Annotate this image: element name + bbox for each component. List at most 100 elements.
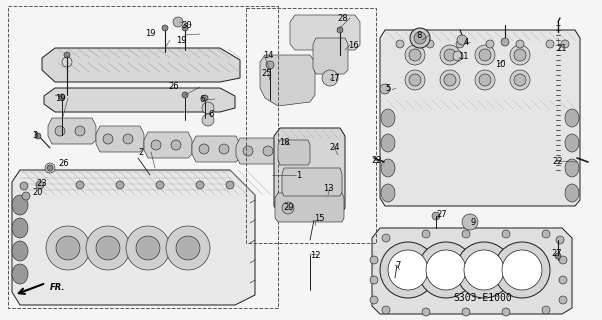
Bar: [246, 8, 376, 243]
Circle shape: [388, 250, 428, 290]
Circle shape: [55, 126, 65, 136]
Circle shape: [173, 17, 183, 27]
Circle shape: [162, 25, 168, 31]
Circle shape: [418, 242, 474, 298]
Circle shape: [322, 70, 338, 86]
Text: 1: 1: [296, 171, 301, 180]
Circle shape: [59, 94, 65, 100]
Circle shape: [166, 226, 210, 270]
Polygon shape: [290, 15, 360, 50]
Text: 26: 26: [168, 82, 179, 91]
Polygon shape: [42, 48, 240, 82]
Circle shape: [426, 250, 466, 290]
Circle shape: [561, 40, 569, 48]
Circle shape: [123, 134, 133, 144]
Ellipse shape: [381, 184, 395, 202]
Circle shape: [542, 230, 550, 238]
Circle shape: [182, 92, 188, 98]
Ellipse shape: [12, 195, 28, 215]
Ellipse shape: [12, 241, 28, 261]
Text: FR.: FR.: [50, 284, 66, 292]
Circle shape: [46, 226, 90, 270]
Circle shape: [199, 144, 209, 154]
Circle shape: [45, 163, 55, 173]
Text: 15: 15: [314, 213, 324, 222]
Text: 25: 25: [261, 68, 272, 77]
Text: 7: 7: [395, 260, 400, 269]
Text: 16: 16: [348, 41, 359, 50]
Circle shape: [380, 84, 390, 94]
Polygon shape: [96, 126, 144, 152]
Polygon shape: [260, 55, 315, 106]
Polygon shape: [48, 118, 96, 144]
Polygon shape: [278, 140, 310, 165]
Circle shape: [35, 133, 41, 139]
Circle shape: [151, 140, 161, 150]
Circle shape: [479, 74, 491, 86]
Circle shape: [56, 236, 80, 260]
Text: 12: 12: [310, 251, 320, 260]
Text: 14: 14: [263, 51, 273, 60]
Circle shape: [226, 181, 234, 189]
Text: 27: 27: [551, 250, 562, 259]
Polygon shape: [144, 132, 192, 158]
Circle shape: [514, 49, 526, 61]
Circle shape: [176, 236, 200, 260]
Text: 22: 22: [552, 156, 562, 165]
Circle shape: [453, 51, 463, 61]
Polygon shape: [372, 228, 572, 314]
Circle shape: [410, 28, 430, 48]
Circle shape: [380, 242, 436, 298]
Text: 4: 4: [464, 37, 469, 46]
Bar: [8, 6, 278, 308]
Polygon shape: [274, 128, 345, 214]
Text: 17: 17: [329, 74, 340, 83]
Text: 30: 30: [181, 20, 191, 29]
Circle shape: [282, 202, 294, 214]
Circle shape: [337, 27, 343, 33]
Circle shape: [501, 38, 509, 46]
Circle shape: [36, 181, 44, 189]
Text: 6: 6: [208, 109, 213, 118]
Polygon shape: [12, 170, 255, 305]
Text: 3: 3: [32, 131, 37, 140]
Text: 28: 28: [337, 13, 347, 22]
Circle shape: [514, 74, 526, 86]
Circle shape: [171, 140, 181, 150]
Circle shape: [116, 181, 124, 189]
Circle shape: [47, 165, 53, 171]
Text: 5: 5: [385, 84, 390, 92]
Circle shape: [405, 70, 425, 90]
Circle shape: [556, 236, 564, 244]
Ellipse shape: [381, 134, 395, 152]
Circle shape: [456, 242, 512, 298]
Ellipse shape: [381, 159, 395, 177]
Text: 19: 19: [55, 93, 66, 102]
Circle shape: [22, 192, 30, 200]
Circle shape: [382, 306, 390, 314]
Text: 10: 10: [495, 60, 506, 68]
Circle shape: [516, 40, 524, 48]
Ellipse shape: [565, 134, 579, 152]
Circle shape: [76, 181, 84, 189]
Circle shape: [456, 40, 464, 48]
Circle shape: [494, 242, 550, 298]
Circle shape: [103, 134, 113, 144]
Circle shape: [396, 40, 404, 48]
Text: 19: 19: [145, 28, 155, 37]
Circle shape: [20, 182, 28, 190]
Circle shape: [475, 70, 495, 90]
Circle shape: [559, 296, 567, 304]
Text: 22: 22: [371, 156, 382, 164]
Text: 9: 9: [471, 218, 476, 227]
Circle shape: [486, 40, 494, 48]
Text: 13: 13: [323, 183, 334, 193]
Text: 20: 20: [32, 188, 43, 196]
Circle shape: [370, 276, 378, 284]
Ellipse shape: [381, 109, 395, 127]
Ellipse shape: [565, 109, 579, 127]
Text: 27: 27: [436, 210, 447, 219]
Circle shape: [479, 49, 491, 61]
Circle shape: [409, 74, 421, 86]
Circle shape: [510, 45, 530, 65]
